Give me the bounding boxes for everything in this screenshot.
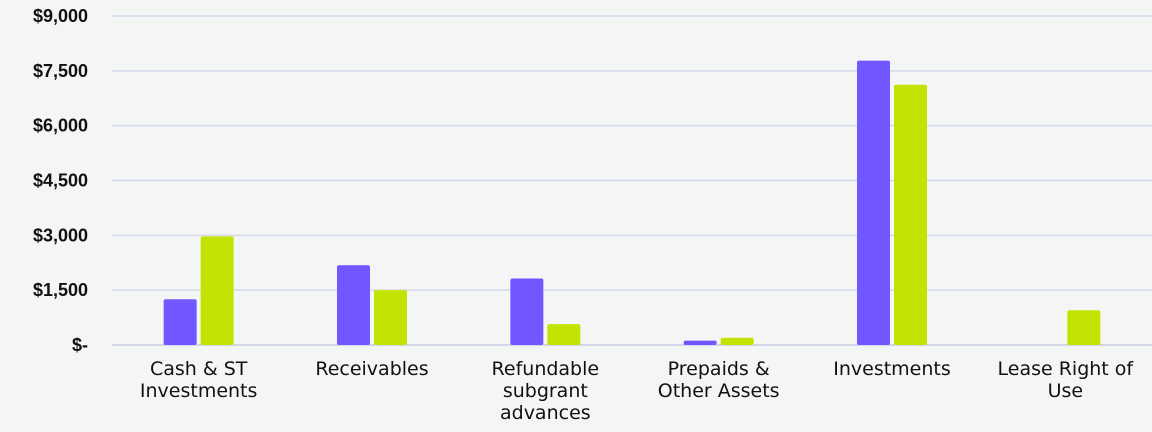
- bar-series-2: [547, 324, 581, 345]
- x-tick-label: Investments: [833, 358, 951, 380]
- bar-series-1: [163, 299, 197, 345]
- x-tick-label-line: Cash & ST: [150, 358, 248, 380]
- y-tick-label: $4,500: [33, 171, 88, 191]
- x-tick-label-line: Refundable: [492, 358, 600, 380]
- y-tick-label: $6,000: [33, 116, 88, 136]
- bar-series-2: [374, 290, 407, 345]
- x-tick-label: Refundable subgrant advances: [492, 358, 600, 424]
- bar-series-2: [1067, 310, 1101, 345]
- gridlines: [112, 15, 1152, 346]
- x-tick-label-line: advances: [500, 402, 591, 424]
- x-tick-label-line: Investments: [140, 380, 258, 402]
- bar-series-2: [720, 337, 754, 345]
- y-tick-label: $-: [72, 335, 88, 355]
- x-tick-label: Cash & ST Investments: [140, 358, 258, 402]
- y-tick-label: $7,500: [33, 61, 88, 81]
- x-tick-label-line: Receivables: [315, 358, 428, 380]
- x-tick-label-line: Lease Right of: [998, 358, 1135, 380]
- bar-series-2: [894, 84, 927, 346]
- x-tick-label-line: Other Assets: [658, 380, 780, 402]
- bar-series-2: [200, 236, 234, 345]
- x-tick-label: Receivables: [315, 358, 428, 380]
- bar-series-1: [683, 340, 717, 345]
- x-tick-label: Lease Right of Use: [998, 358, 1135, 402]
- y-axis-ticks: $- $1,500 $3,000 $4,500 $6,000 $7,500 $9,000: [33, 6, 88, 355]
- y-tick-label: $3,000: [33, 225, 88, 245]
- x-tick-label-line: Prepaids &: [668, 358, 770, 380]
- bars: [163, 60, 1101, 346]
- x-tick-label: Prepaids & Other Assets: [658, 358, 780, 402]
- x-tick-label-line: subgrant: [503, 380, 588, 402]
- bar-series-1: [510, 278, 544, 345]
- bar-series-1: [857, 60, 890, 345]
- x-tick-label-line: Use: [1048, 380, 1084, 402]
- y-tick-label: $9,000: [33, 6, 88, 26]
- x-tick-label-line: Investments: [833, 358, 951, 380]
- bar-series-1: [337, 265, 370, 345]
- y-tick-label: $1,500: [33, 280, 88, 300]
